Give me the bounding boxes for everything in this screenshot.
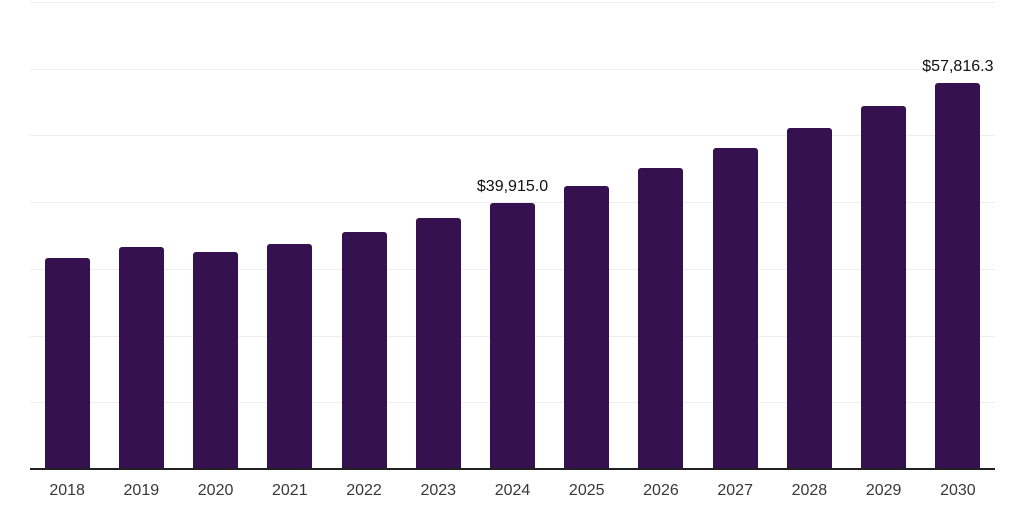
bar [490, 202, 535, 469]
value-label: $57,816.3 [922, 58, 994, 76]
x-tick-label: 2022 [346, 482, 382, 499]
bar [193, 251, 239, 469]
bar [44, 257, 90, 469]
x-tick-label: 2019 [123, 482, 160, 499]
bar [118, 246, 164, 469]
gridline [30, 68, 995, 70]
bar [861, 106, 907, 469]
x-tick-label: 2027 [717, 482, 753, 499]
x-tick-label: 2020 [197, 482, 234, 499]
x-tick-label: 2018 [49, 482, 85, 499]
x-tick-label: 2023 [420, 482, 457, 499]
bar [786, 128, 832, 469]
x-tick-label: 2029 [865, 482, 902, 499]
x-tick-label: 2028 [791, 482, 828, 499]
value-label: $39,915.0 [476, 177, 549, 195]
bar [564, 185, 610, 469]
bar [712, 148, 758, 469]
gridline [30, 135, 995, 137]
x-axis-line [30, 468, 995, 470]
bar [267, 243, 313, 469]
gridline [30, 2, 995, 3]
gridline [30, 202, 995, 204]
x-tick-label: 2030 [940, 482, 976, 499]
x-tick-label: 2021 [272, 482, 308, 499]
x-tick-label: 2025 [568, 482, 605, 499]
bar [341, 231, 387, 469]
x-tick-label: 2024 [494, 482, 531, 499]
x-tick-label: 2026 [643, 482, 679, 499]
bar [935, 83, 981, 469]
bar [415, 217, 461, 469]
bar [638, 167, 684, 469]
